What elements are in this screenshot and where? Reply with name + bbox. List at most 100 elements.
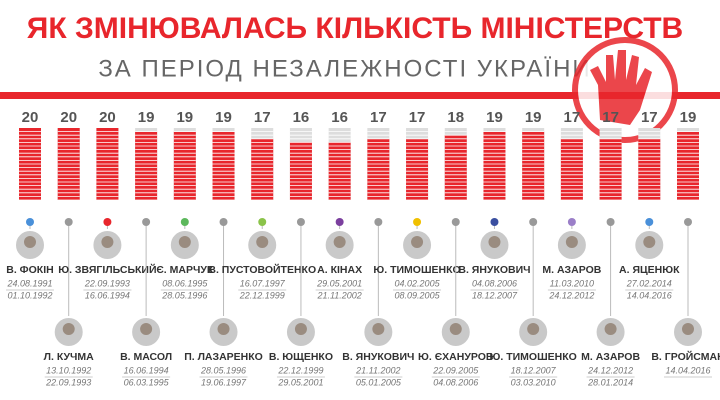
end-date: 03.03.2010 xyxy=(511,377,556,387)
bar xyxy=(212,131,235,200)
value-label: 19 xyxy=(176,109,193,126)
portrait-head xyxy=(565,236,578,248)
portrait-head xyxy=(101,236,114,248)
start-date: 18.12.2007 xyxy=(511,365,557,375)
start-date: 11.03.2010 xyxy=(550,278,594,288)
red-band xyxy=(0,92,720,99)
start-date: 04.08.2006 xyxy=(472,278,517,288)
start-date: 22.12.1999 xyxy=(277,365,323,375)
portrait-head xyxy=(682,323,694,335)
value-label: 19 xyxy=(138,109,155,126)
marker-dot xyxy=(606,218,615,226)
portrait-head xyxy=(294,323,307,335)
end-date: 05.01.2005 xyxy=(356,377,402,387)
portrait-head xyxy=(217,323,230,335)
value-label: 16 xyxy=(331,109,348,126)
chart-subtitle: ЗА ПЕРІОД НЕЗАЛЕЖНОСТІ УКРАЇНИ xyxy=(98,55,591,82)
value-label: 20 xyxy=(22,109,39,126)
name-label: Л. КУЧМА xyxy=(44,351,95,363)
name-label: В. ФОКІН xyxy=(6,264,53,276)
start-date: 13.10.1992 xyxy=(46,365,91,375)
start-date: 24.12.2012 xyxy=(587,365,633,375)
marker-dot xyxy=(258,218,267,226)
value-label: 19 xyxy=(525,109,542,126)
bar xyxy=(638,138,661,200)
start-date: 08.06.1995 xyxy=(162,278,208,288)
marker-dot xyxy=(451,218,460,226)
end-date: 14.04.2016 xyxy=(627,290,672,300)
end-date: 04.08.2006 xyxy=(433,377,478,387)
marker-dot xyxy=(567,218,576,226)
name-label: Ю. ЗВЯГІЛЬСЬКИЙ xyxy=(58,263,156,276)
end-date: 18.12.2007 xyxy=(472,290,518,300)
bar xyxy=(173,131,196,200)
end-date: 22.12.1999 xyxy=(239,290,285,300)
value-label: 17 xyxy=(602,109,619,126)
bar xyxy=(135,131,158,200)
marker-dot xyxy=(374,218,383,226)
bar xyxy=(560,138,583,200)
name-label: В. ЯНУКОВИЧ xyxy=(458,264,530,276)
end-date: 21.11.2002 xyxy=(316,290,361,300)
value-label: 20 xyxy=(60,109,77,126)
end-date: 24.12.2012 xyxy=(548,290,594,300)
marker-dot xyxy=(645,218,654,226)
portrait-head xyxy=(62,323,75,335)
chart-title: ЯК ЗМІНЮВАЛАСЬ КІЛЬКІСТЬ МІНІСТЕРСТВ xyxy=(27,12,683,45)
start-date: 16.06.1994 xyxy=(124,365,169,375)
name-label: В. ГРОЙСМАН xyxy=(651,350,720,363)
bar xyxy=(483,131,506,200)
portrait-head xyxy=(643,236,656,248)
value-label: 16 xyxy=(293,109,310,126)
name-label: А. ЯЦЕНЮК xyxy=(619,264,680,276)
portrait-head xyxy=(527,323,540,335)
end-date: 06.03.1995 xyxy=(124,377,170,387)
end-date: 22.09.1993 xyxy=(45,377,91,387)
name-label: В. ЮЩЕНКО xyxy=(269,351,333,363)
value-label: 17 xyxy=(370,109,387,126)
name-label: А. КІНАХ xyxy=(317,264,362,276)
portrait-head xyxy=(333,236,346,248)
marker-dot xyxy=(26,218,34,226)
portrait-head xyxy=(256,236,269,248)
start-date: 28.05.1996 xyxy=(200,365,246,375)
name-label: М. АЗАРОВ xyxy=(581,351,640,363)
value-label: 17 xyxy=(641,109,658,126)
marker-dot xyxy=(684,218,692,226)
name-label: В. ПУСТОВОЙТЕНКО xyxy=(208,263,316,276)
portrait-head xyxy=(140,323,153,335)
portrait-head xyxy=(372,323,385,335)
name-label: Ю. ТИМОШЕНКО xyxy=(490,351,577,363)
value-label: 19 xyxy=(215,109,232,126)
bar xyxy=(522,131,545,200)
marker-dot xyxy=(335,218,344,226)
value-label: 17 xyxy=(409,109,426,126)
marker-dot xyxy=(219,218,228,226)
start-date: 29.05.2001 xyxy=(316,278,362,288)
value-label: 19 xyxy=(680,109,697,126)
start-date: 24.08.1991 xyxy=(6,278,52,288)
end-date: 19.06.1997 xyxy=(201,377,247,387)
bar xyxy=(251,138,274,200)
portrait-head xyxy=(449,323,462,335)
marker-dot xyxy=(180,218,189,226)
portrait-head xyxy=(604,323,617,335)
start-date: 04.02.2005 xyxy=(395,278,441,288)
value-label: 19 xyxy=(486,109,503,126)
marker-dot xyxy=(529,218,538,226)
name-label: В. ЯНУКОВИЧ xyxy=(342,351,414,363)
name-label: В. МАСОЛ xyxy=(120,351,172,363)
value-label: 18 xyxy=(447,109,464,126)
bar xyxy=(677,131,699,200)
name-label: Ю. ТИМОШЕНКО xyxy=(373,264,460,276)
bar xyxy=(599,138,622,200)
value-label: 17 xyxy=(254,109,271,126)
marker-dot xyxy=(64,218,73,226)
marker-dot xyxy=(490,218,499,226)
end-date: 28.01.2014 xyxy=(587,377,633,387)
start-date: 16.07.1997 xyxy=(240,278,286,288)
start-date: 27.02.2014 xyxy=(626,278,672,288)
name-label: М. АЗАРОВ xyxy=(542,264,601,276)
end-date: 01.10.1992 xyxy=(7,290,52,300)
